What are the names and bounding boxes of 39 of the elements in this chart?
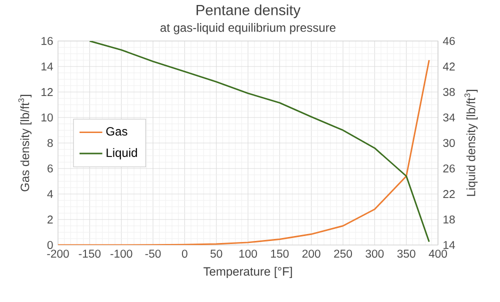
x-tick-label: 100	[239, 250, 257, 258]
y2-axis-title: Liquid density [lb/ft$^{3}$]	[464, 90, 478, 196]
y-tick-label: 12	[42, 88, 53, 96]
y-tick-label: 6	[48, 164, 53, 172]
chart-subtitle: at gas-liquid equilibrium pressure	[160, 23, 336, 34]
y2-tick-label: 30	[443, 138, 455, 147]
x-tick-label: 150	[271, 250, 289, 258]
x-tick-label: 300	[366, 250, 384, 258]
x-tick-label: 250	[334, 250, 352, 258]
x-tick-label: -50	[145, 250, 161, 258]
y-tick-label: 4	[47, 190, 53, 198]
y-axis-title: Gas density [lb/ft$^{3}$]	[18, 94, 32, 192]
x-tick-label: 200	[302, 250, 320, 258]
y2-tick-label: 46	[442, 36, 455, 45]
x-tick-label: 350	[397, 250, 416, 258]
y2-tick-label: 38	[443, 88, 455, 96]
x-tick-label: -200	[47, 250, 69, 258]
legend-label: Liquid	[106, 148, 137, 160]
y-tick-label: 16	[42, 36, 53, 45]
x-tick-label: 400	[428, 250, 447, 258]
legend-label: Gas	[106, 127, 128, 136]
y2-tick-label: 22	[443, 190, 455, 198]
x-axis-title: Temperature [°F]	[204, 266, 292, 278]
y-tick-label: 8	[47, 138, 53, 147]
y-tick-label: 10	[42, 113, 53, 122]
line-series	[88, 40, 430, 243]
x-tick-label: -150	[78, 250, 101, 258]
chart-title: Pentane density	[196, 4, 301, 18]
y-tick-label: 14	[42, 62, 53, 70]
y2-tick-label: 42	[442, 62, 455, 70]
x-tick-label: -100	[110, 250, 132, 258]
y2-tick-label: 26	[443, 164, 455, 172]
y-tick-label: 2	[48, 216, 53, 224]
x-tick-label: 50	[210, 250, 222, 258]
y2-tick-label: 18	[444, 215, 455, 224]
y2-tick-label: 14	[444, 241, 455, 249]
y-tick-label: 0	[47, 240, 53, 249]
y2-tick-label: 34	[443, 113, 455, 122]
x-tick-label: 0	[182, 250, 188, 258]
